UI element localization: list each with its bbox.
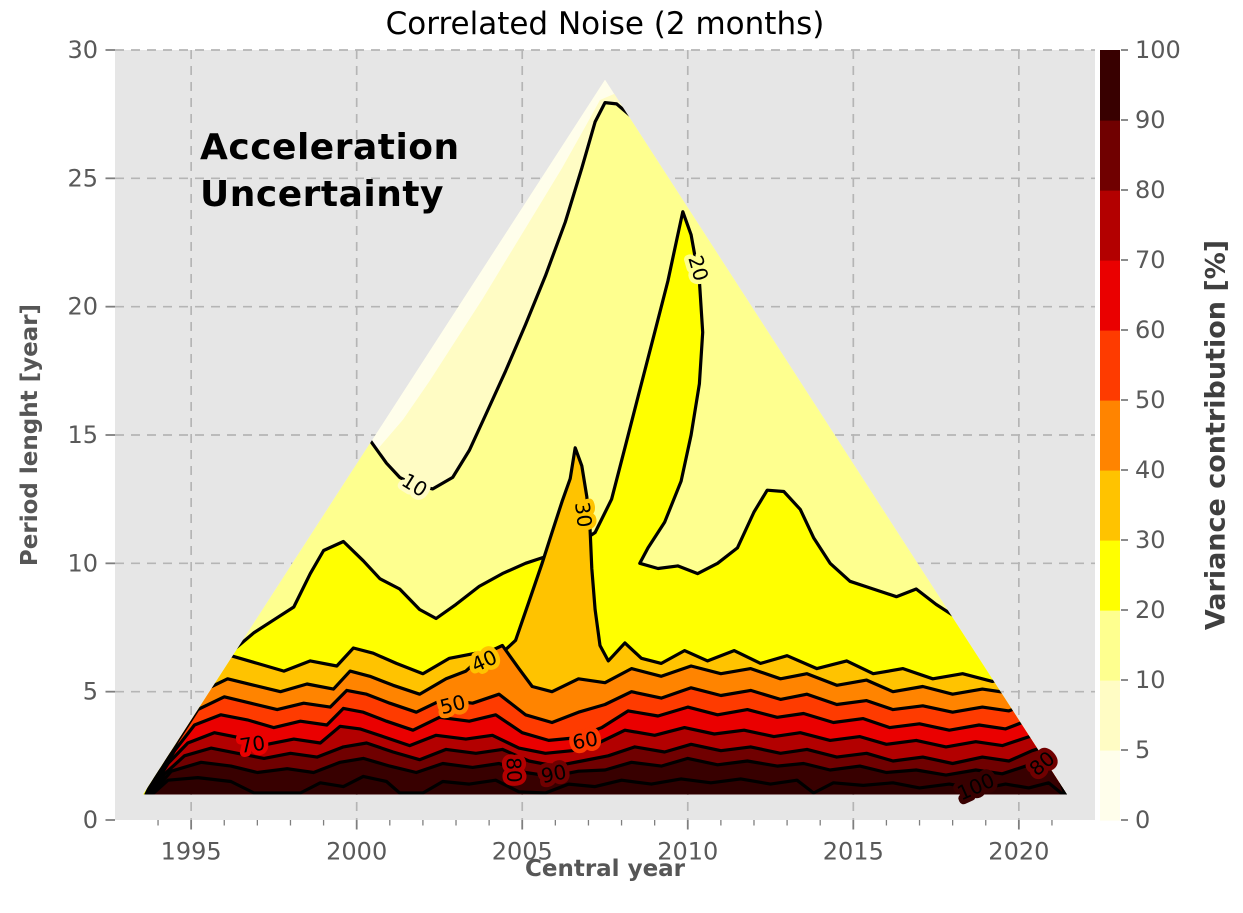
colorbar-tick-label: 100 xyxy=(1135,36,1181,64)
colorbar-tick-label: 10 xyxy=(1135,666,1166,694)
contour-label-80: 80 xyxy=(502,757,527,783)
colorbar-label: Variance contribution [%] xyxy=(1200,239,1232,631)
colorbar-segment xyxy=(1100,400,1120,471)
colorbar-segment xyxy=(1100,750,1120,821)
contour-label-60: 60 xyxy=(570,726,599,754)
contour-line-20 xyxy=(234,210,966,650)
contour-line-90 xyxy=(147,756,1067,795)
colorbar-segment xyxy=(1100,680,1120,751)
y-tick-label: 10 xyxy=(67,549,98,577)
colorbar-tick-label: 60 xyxy=(1135,316,1166,344)
colorbar-tick-label: 70 xyxy=(1135,246,1166,274)
annotation-line1: Acceleration xyxy=(200,127,460,168)
colorbar-tick-label: 5 xyxy=(1135,736,1150,764)
colorbar-segment xyxy=(1100,120,1120,191)
x-axis-label: Central year xyxy=(524,856,686,882)
colorbar-segment xyxy=(1100,610,1120,681)
x-tick-label: 2005 xyxy=(492,838,553,866)
y-tick-label: 25 xyxy=(67,164,98,192)
contour-line-10 xyxy=(368,101,634,491)
colorbar-tick-label: 40 xyxy=(1135,456,1166,484)
contour-line-40 xyxy=(143,643,1067,795)
colorbar-tick-label: 0 xyxy=(1135,806,1150,834)
colorbar-segment xyxy=(1100,540,1120,611)
contour-line-70 xyxy=(145,724,1067,795)
colorbar-tick-label: 30 xyxy=(1135,526,1166,554)
x-tick-label: 1995 xyxy=(161,838,222,866)
colorbar-tick-label: 20 xyxy=(1135,596,1166,624)
contour-line-30 xyxy=(143,446,1067,795)
colorbar-segment xyxy=(1100,330,1120,401)
y-tick-label: 15 xyxy=(67,421,98,449)
x-tick-label: 2020 xyxy=(988,838,1049,866)
x-tick-label: 2015 xyxy=(823,838,884,866)
colorbar-tick-label: 90 xyxy=(1135,106,1166,134)
contour-line-50 xyxy=(144,686,1067,795)
colorbar-segment xyxy=(1100,190,1120,261)
contour-label-30: 30 xyxy=(570,501,597,529)
contour-line-100 xyxy=(147,774,1067,795)
y-tick-label: 20 xyxy=(67,293,98,321)
annotation-line2: Uncertainty xyxy=(200,174,445,215)
contour-label-70: 70 xyxy=(238,731,267,758)
colorbar-tick-label: 50 xyxy=(1135,386,1166,414)
x-tick-label: 2010 xyxy=(657,838,718,866)
colorbar-segment xyxy=(1100,50,1120,121)
x-tick-label: 2000 xyxy=(326,838,387,866)
y-tick-label: 30 xyxy=(67,36,98,64)
colorbar-tick-label: 80 xyxy=(1135,176,1166,204)
contour-line-60 xyxy=(145,705,1067,795)
contour-line-80 xyxy=(146,741,1067,795)
colorbar-segment xyxy=(1100,470,1120,541)
annotation-text: Acceleration Uncertainty xyxy=(200,124,460,218)
y-axis-label: Period lenght [year] xyxy=(17,303,43,567)
chart-title: Correlated Noise (2 months) xyxy=(385,6,825,42)
colorbar-segment xyxy=(1100,260,1120,331)
y-tick-label: 5 xyxy=(83,678,98,706)
y-tick-label: 0 xyxy=(83,806,98,834)
